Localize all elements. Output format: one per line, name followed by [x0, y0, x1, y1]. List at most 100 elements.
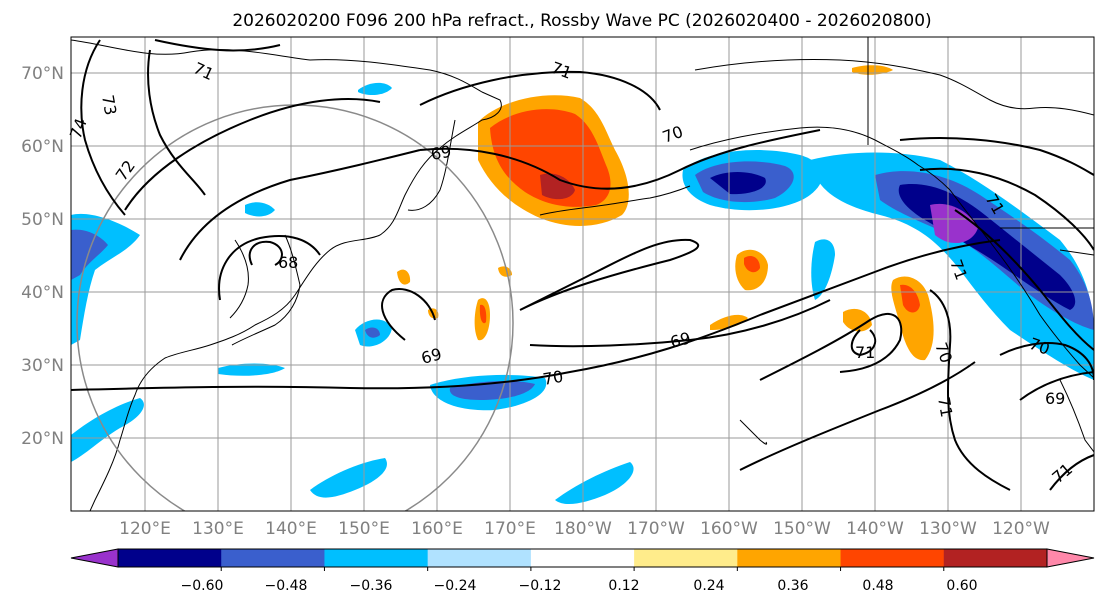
- map-frame: [70, 36, 1095, 512]
- contour-label: 71: [934, 395, 956, 418]
- contour-label: 69: [419, 344, 444, 368]
- colorbar-tick-label: −0.48: [265, 578, 308, 594]
- lon-label: 150°E: [338, 519, 390, 539]
- shade-positive-patch: [498, 266, 512, 277]
- contour-line: [1019, 371, 1094, 401]
- contour-line: [999, 342, 1094, 381]
- lat-label: 60°N: [21, 137, 64, 157]
- contour-line: [519, 238, 700, 311]
- lon-label: 180°W: [554, 519, 612, 539]
- contour-line: [919, 167, 1094, 251]
- lon-label: 140°E: [265, 519, 317, 539]
- lon-label: 130°W: [919, 519, 977, 539]
- coastline-asia: [71, 39, 502, 511]
- lat-label: 40°N: [21, 283, 64, 303]
- coastline-korea: [229, 239, 249, 319]
- contour-label: 68: [278, 253, 298, 272]
- contour-line: [381, 288, 436, 341]
- contour-line: [218, 234, 321, 301]
- shade-negative-japan-east-core: [365, 327, 380, 338]
- colorbar: −0.60 −0.48 −0.36 −0.24 −0.12 0.12 0.24 …: [70, 548, 1095, 594]
- contour-label: 71: [855, 343, 875, 362]
- shade-negative-west-coast: [810, 152, 1094, 380]
- colorbar-outline: [117, 548, 1048, 568]
- lat-label: 50°N: [21, 210, 64, 230]
- shade-positive-okhotsk-inner: [490, 109, 611, 207]
- shade-positive-okhotsk-core: [540, 173, 575, 200]
- shade-negative-bering: [358, 82, 392, 96]
- lat-label: 70°N: [21, 64, 64, 84]
- shade-negative-aleutian-core: [710, 172, 766, 195]
- lat-label: 30°N: [21, 356, 64, 376]
- contour-line: [419, 129, 821, 190]
- colorbar-segment: [530, 549, 635, 567]
- lon-label: 150°W: [773, 519, 831, 539]
- shade-negative-south: [310, 458, 387, 498]
- colorbar-tick-label: −0.12: [519, 578, 562, 594]
- shaded-field: [71, 65, 1094, 505]
- lon-label: 160°W: [700, 519, 758, 539]
- contour-line: [419, 70, 661, 111]
- shade-negative-taiwan: [71, 398, 144, 462]
- contour-line: [899, 137, 1094, 176]
- colorbar-segment: [324, 549, 429, 567]
- contours: [71, 39, 1094, 491]
- colorbar-segment: [634, 549, 738, 567]
- contour-line: [759, 313, 903, 381]
- contour-label: 70: [541, 367, 564, 389]
- lat-label: 20°N: [21, 429, 64, 449]
- colorbar-ticks: −0.60 −0.48 −0.36 −0.24 −0.12 0.12 0.24 …: [181, 578, 978, 594]
- coastline-aleutians: [539, 185, 691, 216]
- colorbar-segment: [118, 549, 222, 567]
- colorbar-tick-label: 0.48: [862, 578, 893, 594]
- colorbar-segment: [737, 549, 842, 567]
- lon-label: 170°W: [627, 519, 685, 539]
- shade-positive-patch: [397, 269, 411, 285]
- coastline-kamchatka: [407, 119, 456, 211]
- contour-line: [80, 39, 126, 216]
- colorbar-tick-label: −0.60: [181, 578, 224, 594]
- latitude-labels: 70°N 60°N 50°N 40°N 30°N 20°N: [21, 64, 64, 449]
- colorbar-segment: [943, 549, 1048, 567]
- lon-label: 120°W: [992, 519, 1050, 539]
- contour-line: [248, 240, 283, 266]
- shade-negative-west-coast-purple: [930, 203, 978, 244]
- contour-label: 69: [429, 142, 452, 164]
- shade-negative-asia-coast-core: [71, 229, 108, 280]
- coastline-alaska: [694, 58, 1094, 116]
- lon-label: 130°E: [192, 519, 244, 539]
- contour-label: 69: [668, 328, 693, 352]
- colorbar-tick-label: −0.24: [434, 578, 477, 594]
- shade-positive-patch: [852, 65, 893, 75]
- colorbar-extend-max: [1046, 548, 1095, 568]
- colorbar-segment: [221, 549, 325, 567]
- contour-line: [124, 98, 381, 211]
- colorbar-segment: [840, 549, 945, 567]
- contour-line: [154, 39, 281, 52]
- coastlines: [71, 37, 1094, 511]
- contour-line: [71, 239, 1001, 391]
- colorbar-tick-label: 0.12: [608, 578, 639, 594]
- coastline-hawaii: [739, 419, 768, 445]
- shade-negative-japan-north: [245, 202, 275, 217]
- colorbar-segment: [427, 549, 532, 567]
- contour-label: 73: [98, 93, 120, 116]
- contour-line: [147, 49, 206, 196]
- shade-positive-patch-core: [479, 304, 487, 324]
- lon-label: 170°E: [484, 519, 536, 539]
- longitude-labels: 120°E 130°E 140°E 150°E 160°E 170°E 180°…: [119, 519, 1050, 539]
- contour-line: [529, 299, 831, 348]
- shade-positive-hawaii-north: [843, 308, 872, 332]
- colorbar-tick-label: 0.60: [946, 578, 977, 594]
- contour-line: [179, 149, 421, 261]
- lon-label: 160°E: [411, 519, 463, 539]
- lon-label: 120°E: [119, 519, 171, 539]
- contour-line: [1049, 454, 1094, 491]
- contour-line: [954, 209, 1094, 351]
- contour-line: [850, 329, 877, 357]
- border-canada: [867, 37, 1094, 256]
- contour-line: [739, 361, 976, 471]
- contour-label: 69: [1045, 389, 1065, 408]
- shade-negative-south-east: [555, 462, 634, 505]
